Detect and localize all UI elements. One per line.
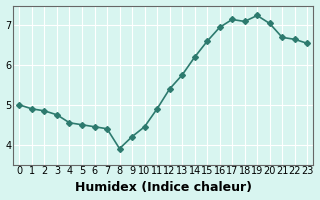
X-axis label: Humidex (Indice chaleur): Humidex (Indice chaleur)	[75, 181, 252, 194]
